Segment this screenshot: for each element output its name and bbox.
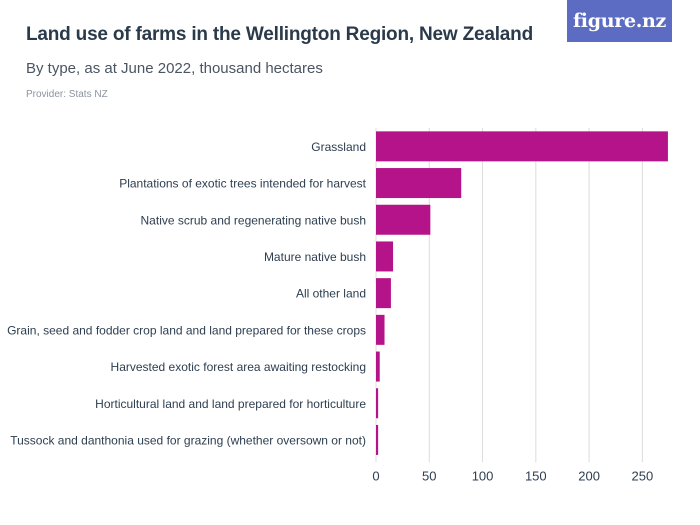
bar[interactable] [376,168,462,199]
bar[interactable] [376,388,379,419]
category-label: Plantations of exotic trees intended for… [119,177,366,191]
x-tick-label: 50 [422,468,436,483]
category-label: Mature native bush [264,250,366,264]
provider-label: Provider: Stats NZ [26,89,108,100]
figure-nz-logo[interactable]: figure.nz [567,0,672,42]
x-tick-label: 150 [525,468,547,483]
bar[interactable] [376,241,394,272]
category-label: Harvested exotic forest area awaiting re… [111,360,366,374]
x-axis-ticks: 0 50 100 150 200 250 [372,468,653,483]
category-label: Grain, seed and fodder crop land and lan… [7,323,366,337]
bar[interactable] [376,314,385,345]
bar[interactable] [376,278,391,309]
category-label: All other land [296,287,366,301]
category-label: Horticultural land and land prepared for… [95,397,366,411]
page-title: Land use of farms in the Wellington Regi… [26,24,533,45]
bar[interactable] [376,131,668,162]
bar[interactable] [376,204,431,235]
bar[interactable] [376,351,380,382]
category-labels: Grassland Plantations of exotic trees int… [7,140,367,448]
page-subtitle: By type, as at June 2022, thousand hecta… [26,60,323,77]
x-tick-label: 0 [372,468,379,483]
x-tick-label: 250 [632,468,654,483]
category-label: Tussock and danthonia used for grazing (… [10,433,366,447]
x-tick-label: 100 [472,468,494,483]
x-tick-label: 200 [578,468,600,483]
bar[interactable] [376,424,379,455]
bars [376,131,668,455]
category-label: Grassland [311,140,366,154]
category-label: Native scrub and regenerating native bus… [141,213,366,227]
